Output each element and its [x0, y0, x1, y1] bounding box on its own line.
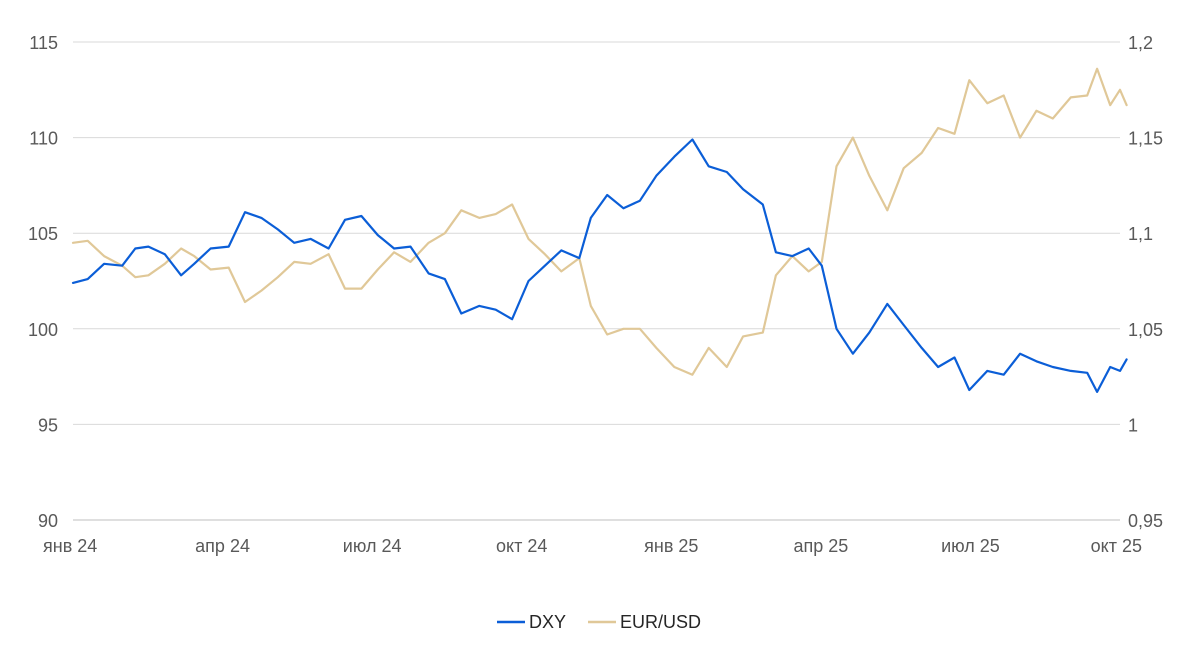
gridlines — [73, 41, 1120, 521]
left-y-tick-label: 105 — [28, 224, 58, 244]
legend-label: DXY — [529, 612, 566, 632]
x-tick-label: июл 25 — [941, 536, 1000, 556]
right-y-tick-label: 1,1 — [1128, 224, 1153, 244]
x-tick-label: апр 25 — [793, 536, 848, 556]
right-y-tick-label: 1,05 — [1128, 320, 1163, 340]
x-tick-label: янв 24 — [43, 536, 97, 556]
x-axis: янв 24 апр 24 июл 24 окт 24 янв 25 апр 25 июл … — [43, 536, 1142, 556]
right-y-tick-label: 1,2 — [1128, 33, 1153, 53]
x-tick-label: июл 24 — [343, 536, 402, 556]
legend: DXY EUR/USD — [497, 612, 701, 632]
left-y-tick-label: 100 — [28, 320, 58, 340]
x-tick-label: янв 25 — [644, 536, 698, 556]
x-tick-label: окт 24 — [496, 536, 547, 556]
right-y-tick-label: 0,95 — [1128, 511, 1163, 531]
left-y-tick-label: 95 — [38, 415, 58, 435]
legend-label: EUR/USD — [620, 612, 701, 632]
series-line-dxy — [71, 138, 1128, 393]
series-line-eurusd — [71, 67, 1128, 376]
left-y-axis: 90 95 100 105 110 115 — [28, 33, 58, 531]
left-y-tick-label: 110 — [29, 129, 58, 149]
left-y-tick-label: 115 — [29, 33, 58, 53]
right-y-tick-label: 1,15 — [1128, 129, 1163, 149]
x-tick-label: апр 24 — [195, 536, 250, 556]
right-y-axis: 0,95 1 1,05 1,1 1,15 1,2 — [1128, 33, 1163, 531]
series-lines — [71, 67, 1128, 393]
right-y-tick-label: 1 — [1128, 415, 1138, 435]
x-tick-label: окт 25 — [1091, 536, 1142, 556]
left-y-tick-label: 90 — [38, 511, 58, 531]
